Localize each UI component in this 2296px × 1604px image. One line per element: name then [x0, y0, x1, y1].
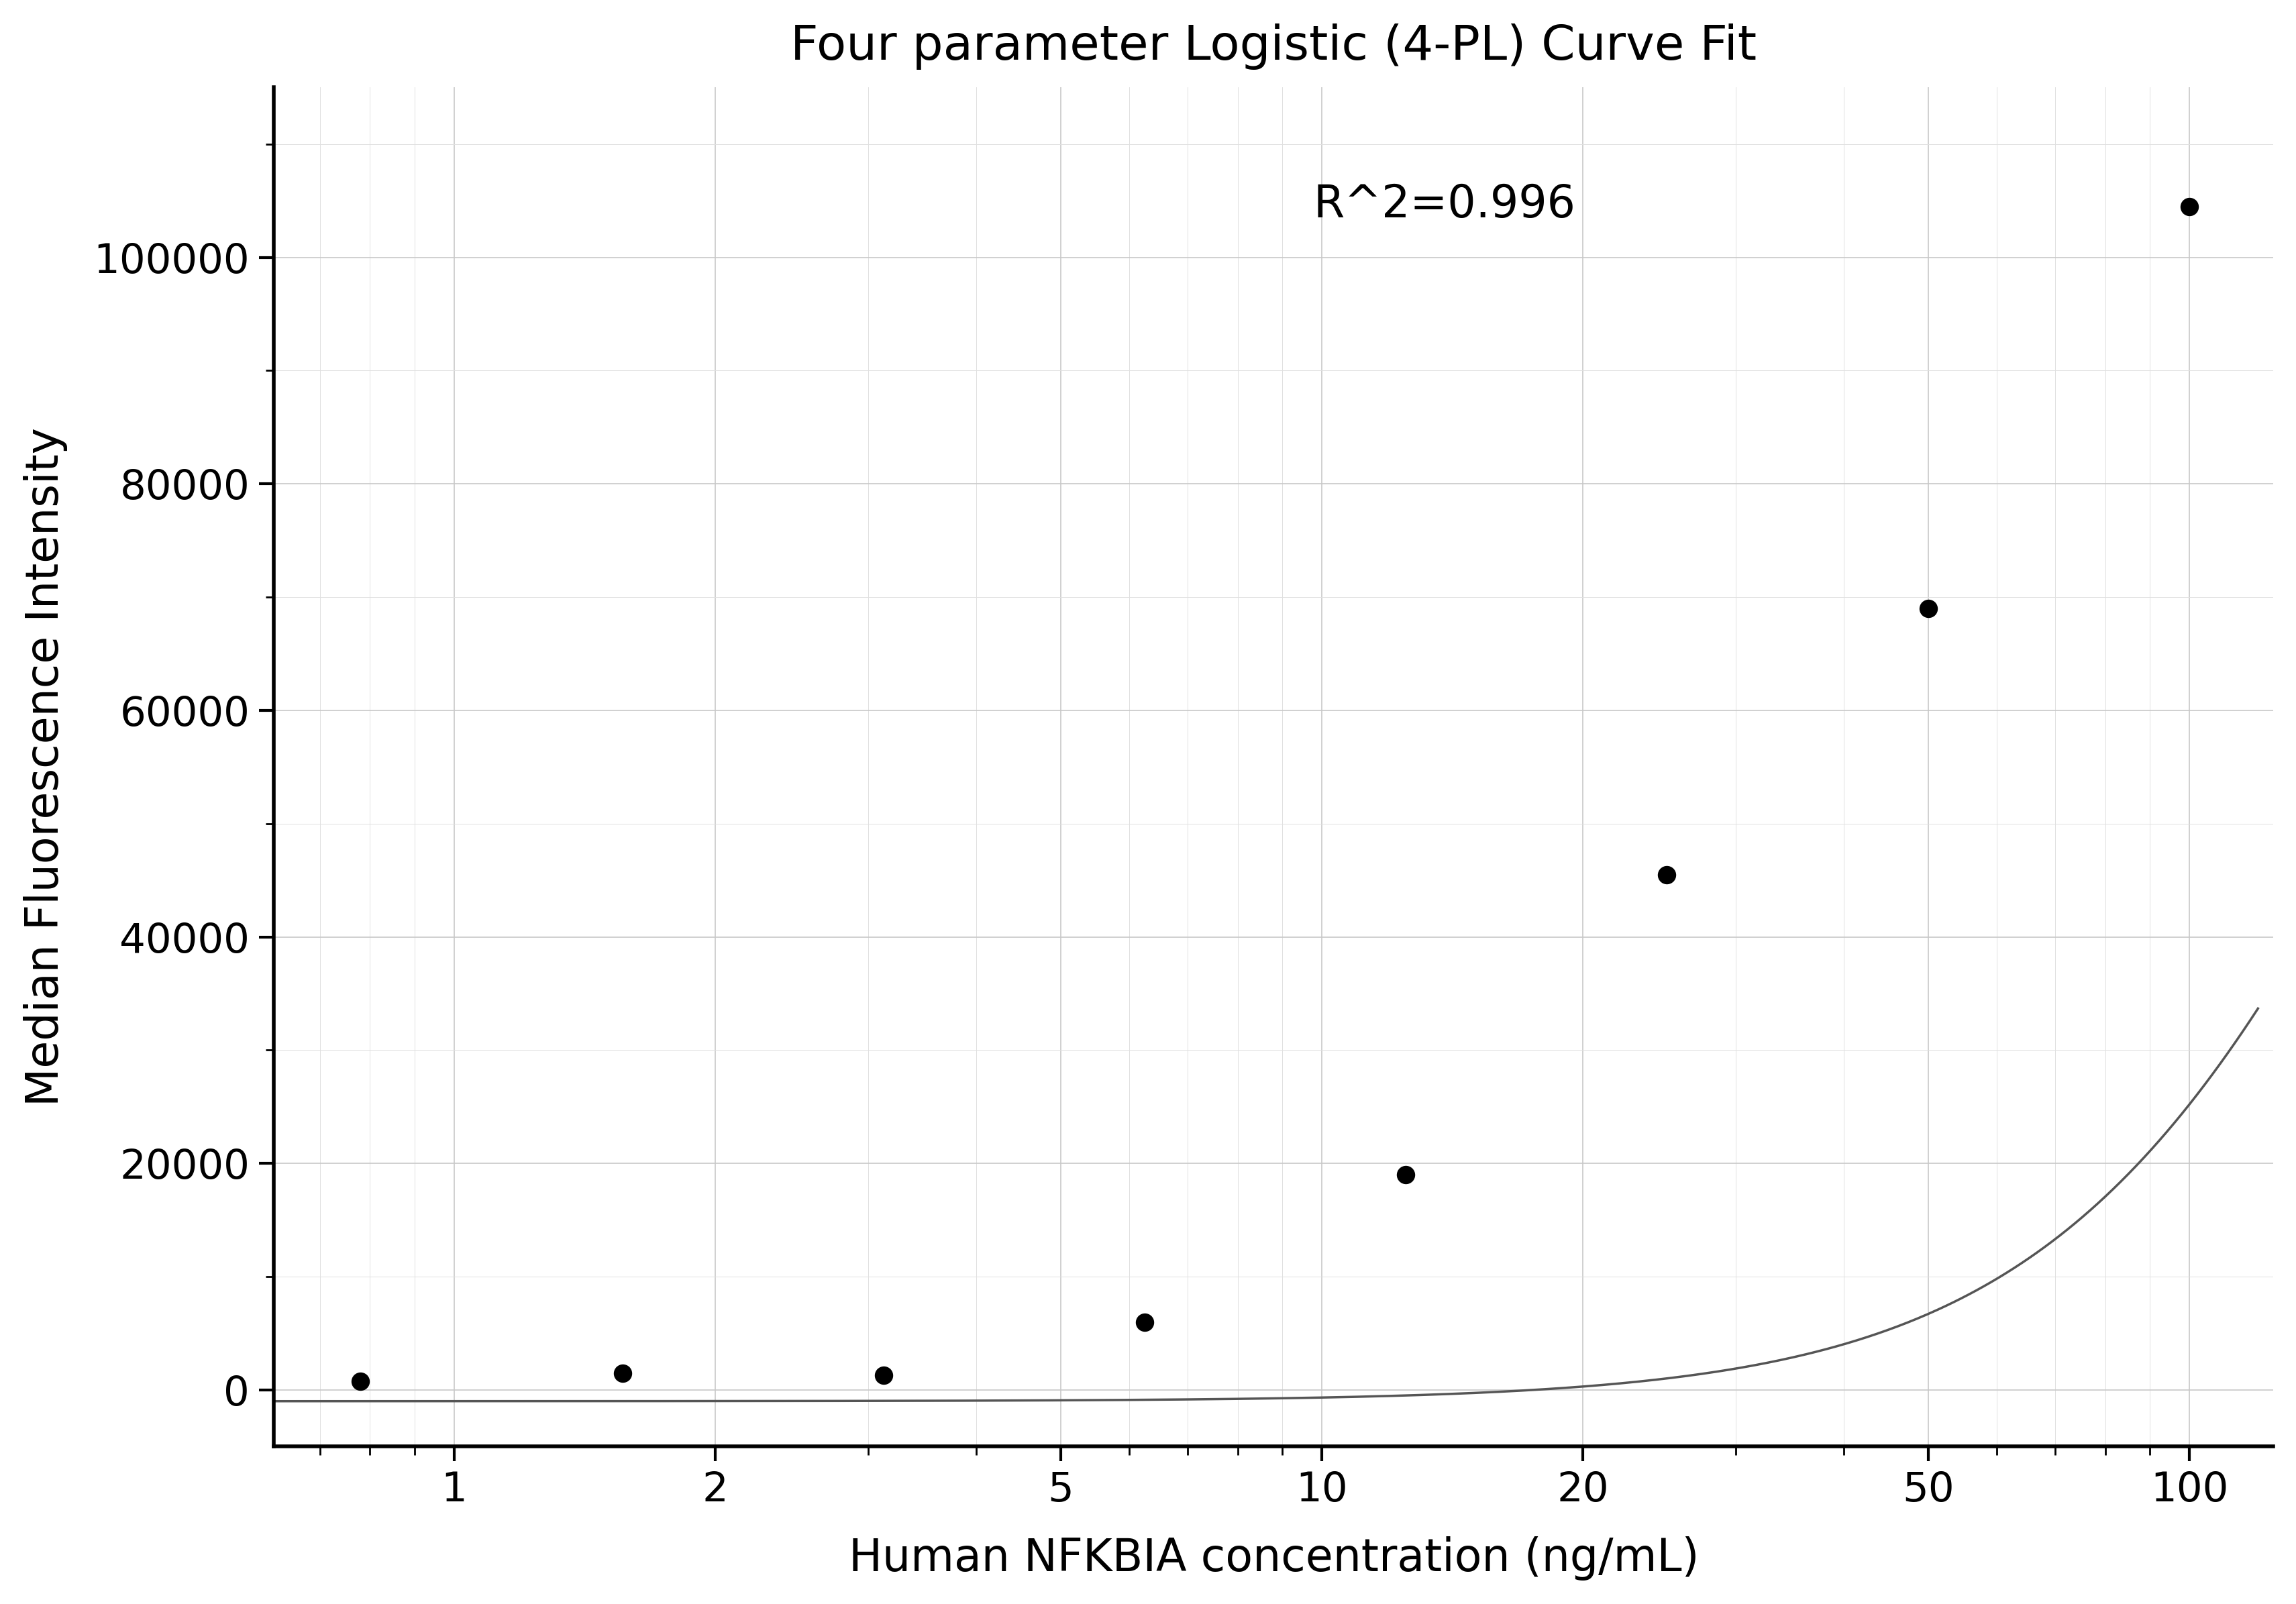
Title: Four parameter Logistic (4-PL) Curve Fit: Four parameter Logistic (4-PL) Curve Fit — [790, 24, 1756, 69]
Point — [1387, 1161, 1424, 1187]
Point — [1125, 1309, 1162, 1335]
Point — [604, 1360, 641, 1386]
Point — [866, 1362, 902, 1387]
Point — [342, 1368, 379, 1394]
Point — [1910, 595, 1947, 621]
Y-axis label: Median Fluorescence Intensity: Median Fluorescence Intensity — [23, 428, 67, 1107]
X-axis label: Human NFKBIA concentration (ng/mL): Human NFKBIA concentration (ng/mL) — [847, 1537, 1699, 1580]
Point — [2170, 194, 2206, 220]
Text: R^2=0.996: R^2=0.996 — [1313, 183, 1575, 226]
Point — [1649, 861, 1685, 887]
